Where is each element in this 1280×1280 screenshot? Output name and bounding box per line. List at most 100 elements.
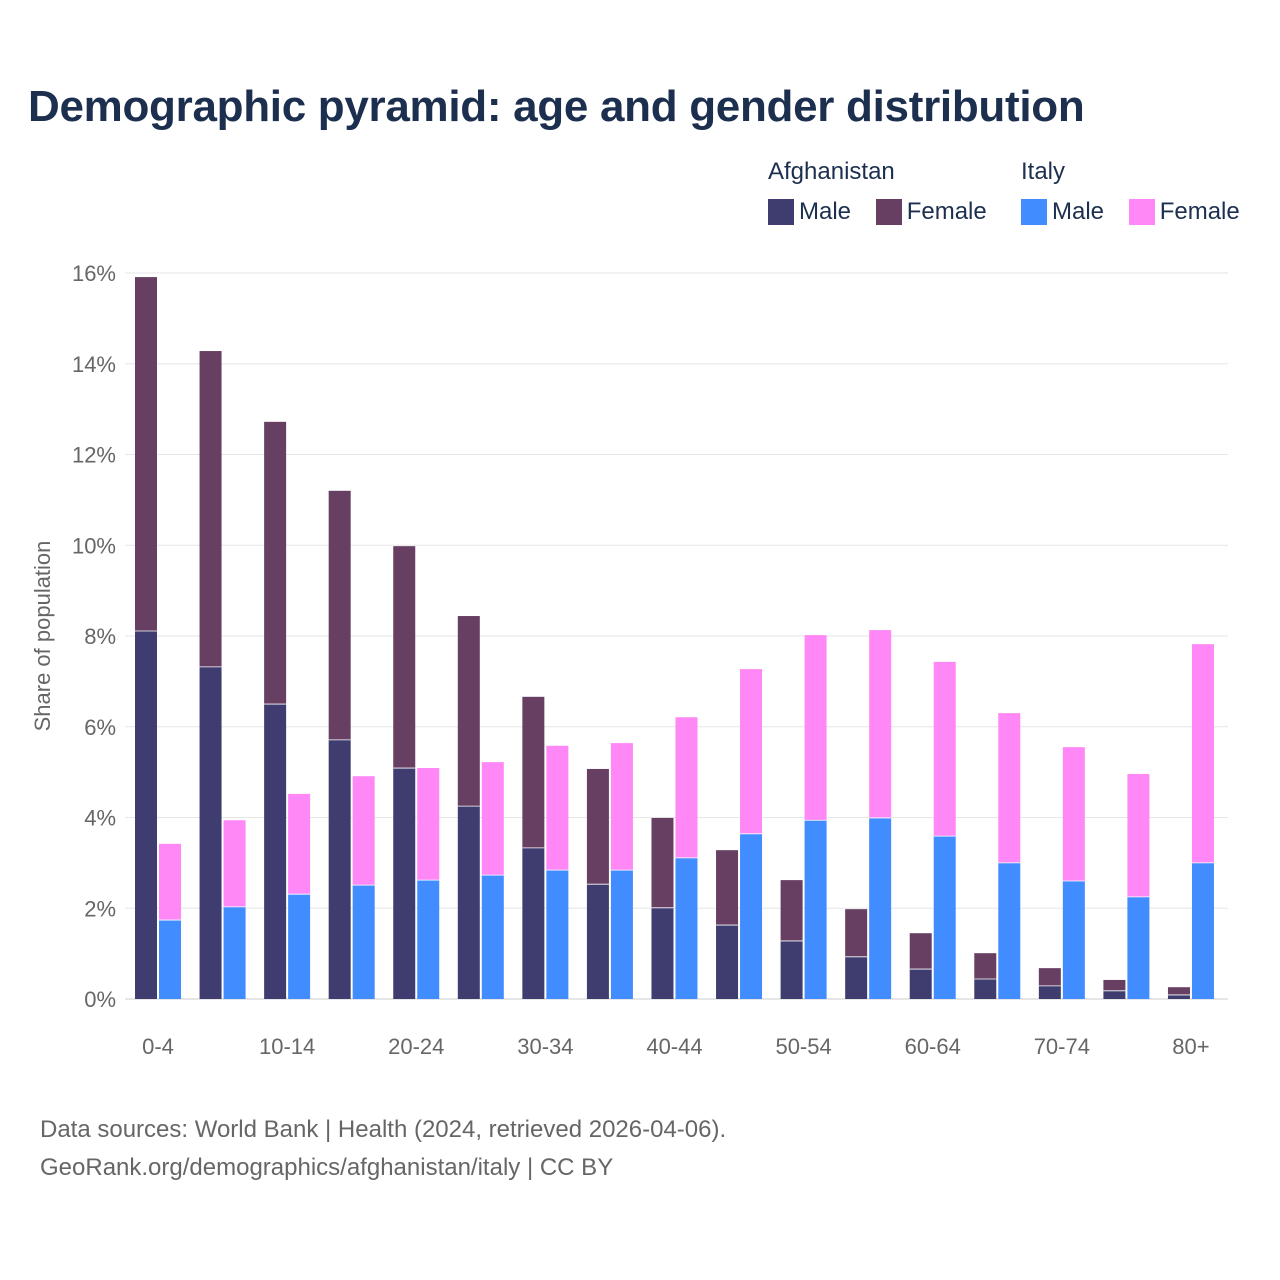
source-url[interactable]: GeoRank.org/demographics/afghanistan/ita…: [40, 1154, 614, 1181]
bar-afghanistan-female[interactable]: [1038, 968, 1061, 986]
bar-italy-male[interactable]: [998, 862, 1021, 999]
bar-afghanistan-male[interactable]: [586, 884, 609, 999]
y-tick-label: 14%: [72, 352, 116, 377]
bar-italy-female[interactable]: [223, 820, 246, 907]
bar-italy-male[interactable]: [740, 833, 763, 999]
bar-afghanistan-female[interactable]: [651, 817, 674, 908]
bar-group-15-19: [328, 490, 375, 999]
bar-afghanistan-male[interactable]: [264, 704, 287, 999]
bar-italy-female[interactable]: [869, 630, 892, 818]
bar-afghanistan-male[interactable]: [651, 907, 674, 999]
bar-afghanistan-female[interactable]: [457, 616, 480, 807]
legend-item-italy-female[interactable]: Female: [1128, 198, 1240, 226]
bar-afghanistan-male[interactable]: [909, 969, 932, 999]
bar-italy-male[interactable]: [352, 885, 375, 999]
legend-afghanistan: Afghanistan Male Female: [768, 158, 1005, 232]
bar-group-75-79: [1103, 773, 1150, 999]
y-tick-label: 12%: [72, 443, 116, 468]
bar-afghanistan-male[interactable]: [393, 768, 416, 999]
bar-italy-female[interactable]: [998, 713, 1021, 863]
bar-italy-female[interactable]: [804, 635, 827, 821]
bar-italy-male[interactable]: [675, 857, 698, 999]
bar-afghanistan-male[interactable]: [522, 847, 545, 999]
y-axis-label: Share of population: [30, 541, 55, 732]
bar-group-55-59: [845, 630, 892, 999]
bar-afghanistan-female[interactable]: [780, 880, 803, 941]
bar-group-45-49: [716, 669, 763, 999]
bar-afghanistan-male[interactable]: [1103, 990, 1126, 999]
bar-afghanistan-male[interactable]: [974, 979, 997, 999]
bar-italy-female[interactable]: [417, 768, 440, 881]
bar-group-25-29: [457, 616, 504, 999]
bar-group-80+: [1167, 644, 1214, 999]
legend-italy: Italy Male Female: [1021, 158, 1240, 232]
bar-afghanistan-female[interactable]: [845, 909, 868, 957]
bar-afghanistan-female[interactable]: [974, 953, 997, 980]
bar-italy-male[interactable]: [933, 836, 956, 999]
bar-italy-male[interactable]: [1191, 862, 1214, 999]
source-note: Data sources: World Bank | Health (2024,…: [40, 1116, 727, 1143]
bar-italy-female[interactable]: [546, 745, 569, 871]
bar-italy-male[interactable]: [288, 894, 311, 999]
bar-afghanistan-female[interactable]: [586, 768, 609, 885]
y-tick-label: 16%: [72, 261, 116, 286]
x-tick-label: 50-54: [775, 1034, 831, 1059]
bar-afghanistan-female[interactable]: [199, 351, 222, 667]
bar-afghanistan-male[interactable]: [845, 956, 868, 999]
y-tick-label: 2%: [84, 896, 116, 921]
bar-italy-female[interactable]: [1062, 747, 1085, 882]
bar-italy-female[interactable]: [1191, 644, 1214, 863]
bar-afghanistan-female[interactable]: [393, 546, 416, 769]
legend-swatch: [1021, 199, 1047, 225]
legend-group-title: Italy: [1021, 158, 1066, 185]
bar-group-40-44: [651, 717, 698, 999]
bar-italy-female[interactable]: [159, 843, 181, 921]
bar-afghanistan-female[interactable]: [135, 277, 157, 632]
bar-italy-male[interactable]: [804, 820, 827, 999]
bar-afghanistan-female[interactable]: [1167, 987, 1190, 995]
bar-italy-female[interactable]: [610, 743, 633, 871]
bar-italy-male[interactable]: [223, 906, 246, 999]
legend-label: Female: [1159, 198, 1240, 225]
legend-swatch: [875, 199, 902, 225]
x-tick-label: 80+: [1172, 1034, 1209, 1059]
bar-italy-male[interactable]: [546, 870, 569, 999]
bars: [135, 277, 1214, 999]
bar-afghanistan-male[interactable]: [780, 940, 803, 999]
bar-italy-male[interactable]: [481, 875, 504, 999]
x-tick-label: 70-74: [1034, 1034, 1090, 1059]
bar-italy-male[interactable]: [159, 920, 181, 999]
bar-italy-male[interactable]: [417, 880, 440, 999]
legend-item-italy-male[interactable]: Male: [1021, 198, 1104, 226]
legend-item-afghanistan-female[interactable]: Female: [875, 198, 987, 226]
bar-afghanistan-male[interactable]: [1167, 994, 1190, 999]
bar-afghanistan-female[interactable]: [1103, 979, 1126, 991]
bar-afghanistan-female[interactable]: [264, 421, 287, 705]
bar-italy-female[interactable]: [1127, 773, 1150, 897]
bar-afghanistan-male[interactable]: [1038, 985, 1061, 999]
bar-italy-female[interactable]: [933, 661, 956, 837]
x-tick-label: 40-44: [646, 1034, 702, 1059]
bar-afghanistan-female[interactable]: [716, 850, 739, 926]
bar-afghanistan-female[interactable]: [909, 933, 932, 970]
legend-item-afghanistan-male[interactable]: Male: [768, 198, 851, 226]
x-tick-label: 20-24: [388, 1034, 444, 1059]
bar-italy-male[interactable]: [610, 870, 633, 999]
bar-afghanistan-female[interactable]: [522, 696, 545, 848]
bar-afghanistan-female[interactable]: [328, 490, 351, 740]
bar-afghanistan-male[interactable]: [457, 806, 480, 999]
bar-afghanistan-male[interactable]: [199, 666, 222, 999]
bar-afghanistan-male[interactable]: [135, 631, 157, 999]
bar-italy-male[interactable]: [869, 817, 892, 999]
bar-italy-female[interactable]: [740, 669, 763, 834]
legend-label: Male: [1052, 198, 1105, 225]
bar-group-10-14: [264, 421, 311, 999]
bar-italy-male[interactable]: [1062, 881, 1085, 999]
bar-italy-female[interactable]: [481, 762, 504, 876]
bar-italy-male[interactable]: [1127, 896, 1150, 999]
bar-italy-female[interactable]: [288, 793, 311, 895]
bar-italy-female[interactable]: [352, 776, 375, 886]
bar-italy-female[interactable]: [675, 717, 698, 858]
bar-afghanistan-male[interactable]: [716, 925, 739, 999]
bar-afghanistan-male[interactable]: [328, 739, 351, 999]
